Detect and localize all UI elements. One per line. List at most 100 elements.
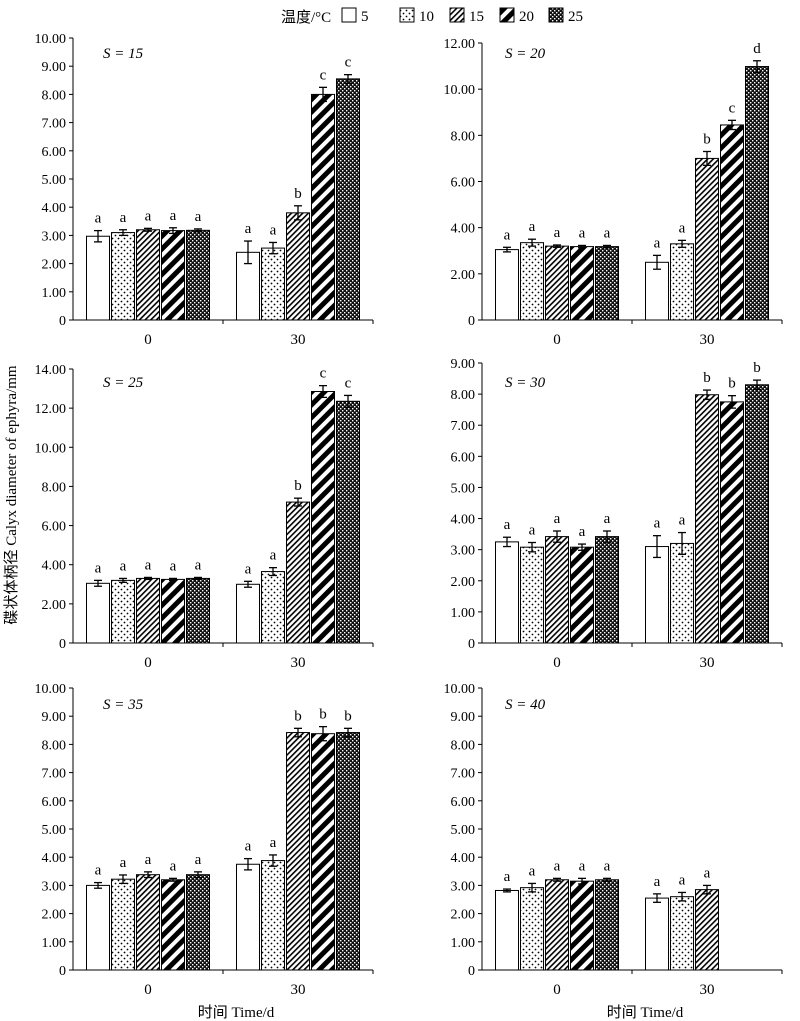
bar-15c-day-0 [136, 229, 160, 321]
legend-label-20: 20 [519, 9, 534, 25]
legend-item-15: 15 [449, 7, 484, 25]
bar-15c-day-30 [286, 501, 310, 644]
y-tick-label: 3.00 [42, 229, 67, 244]
significance-letter: b [294, 478, 302, 494]
bar-15c-day-30 [695, 889, 719, 971]
significance-letter: b [294, 186, 302, 202]
y-tick-label: 4.00 [42, 201, 67, 216]
bar-20c-day-30 [311, 733, 335, 971]
y-tick-label: 0 [59, 637, 66, 652]
x-tick-label: 0 [553, 332, 561, 348]
significance-letter: a [270, 222, 277, 238]
y-tick-label: 10.00 [444, 682, 476, 697]
bar-20c-day-0 [161, 879, 185, 971]
chart-panel-3: 0 2.00 4.00 6.00 8.00 10.00 12.00 14.00 S = 25 0 a… [35, 363, 374, 671]
significance-letter: b [294, 708, 302, 724]
significance-letter: a [554, 858, 561, 874]
legend-label-15: 15 [469, 9, 484, 25]
significance-letter: a [170, 558, 177, 574]
significance-letter: a [195, 852, 202, 868]
y-tick-label: 5.00 [451, 823, 476, 838]
chart-panel-5: 0 1.00 2.00 3.00 4.00 5.00 6.00 7.00 8.00 9.00 10.… [35, 682, 374, 998]
panel-label: S = 35 [103, 697, 144, 713]
bar-10c-day-0 [520, 887, 544, 971]
bar-15c-day-0 [545, 245, 569, 321]
y-tick-label: 6.00 [451, 176, 476, 191]
y-tick-label: 12.00 [444, 37, 476, 52]
x-tick-label: 30 [700, 655, 715, 671]
bar-20c-day-30 [311, 391, 335, 644]
bar-5c-day-0 [495, 541, 519, 644]
chart-panel-6: 0 1.00 2.00 3.00 4.00 5.00 6.00 7.00 8.00 9.00 10.… [444, 682, 783, 998]
significance-letter: a [529, 863, 536, 879]
bar-5c-day-0 [86, 235, 110, 321]
significance-letter: a [654, 516, 661, 532]
bar-25c-day-0 [186, 229, 210, 321]
y-tick-label: 2.00 [42, 908, 67, 923]
bar-15c-day-0 [136, 577, 160, 644]
bar-10c-day-0 [111, 579, 135, 644]
legend-swatch-25 [548, 7, 564, 23]
legend-label-10: 10 [419, 9, 434, 25]
bar-25c-day-30 [336, 78, 360, 321]
bar-10c-day-30 [670, 542, 694, 644]
y-tick-label: 6.00 [42, 795, 67, 810]
legend-swatch-20 [499, 7, 515, 23]
y-tick-label: 10.00 [35, 682, 67, 697]
significance-letter: a [504, 517, 511, 533]
y-tick-label: 10.00 [35, 441, 67, 456]
significance-letter: c [729, 100, 736, 116]
significance-letter: a [95, 863, 102, 879]
bar-20c-day-0 [570, 546, 594, 644]
significance-letter: a [170, 858, 177, 874]
significance-letter: c [345, 375, 352, 391]
significance-letter: a [170, 208, 177, 224]
bar-5c-day-0 [495, 249, 519, 321]
panel-label: S = 20 [505, 46, 546, 62]
y-tick-label: 0 [468, 964, 475, 979]
bar-5c-day-30 [236, 583, 260, 644]
y-tick-label: 7.00 [451, 419, 476, 434]
x-tick-label: 0 [144, 982, 152, 998]
x-tick-label: 30 [700, 332, 715, 348]
bar-15c-day-30 [286, 212, 310, 321]
y-tick-label: 9.00 [42, 710, 67, 725]
y-tick-label: 0 [59, 314, 66, 329]
y-tick-label: 3.00 [42, 879, 67, 894]
significance-letter: d [753, 41, 761, 57]
bar-5c-day-0 [495, 889, 519, 971]
bar-25c-day-30 [745, 66, 769, 321]
y-tick-label: 6.00 [42, 520, 67, 535]
panel-label: S = 15 [103, 46, 144, 62]
x-tick-label: 0 [553, 982, 561, 998]
bar-15c-day-0 [545, 536, 569, 644]
significance-letter: a [504, 869, 511, 885]
y-tick-label: 5.00 [42, 823, 67, 838]
significance-letter: a [654, 235, 661, 251]
significance-letter: c [320, 366, 327, 382]
y-tick-label: 3.00 [451, 879, 476, 894]
y-tick-label: 14.00 [35, 363, 67, 378]
y-tick-label: 8.00 [451, 129, 476, 144]
legend-swatch-5 [341, 7, 357, 23]
significance-letter: a [120, 558, 127, 574]
y-tick-label: 6.00 [451, 795, 476, 810]
significance-letter: a [579, 858, 586, 874]
bar-25c-day-0 [186, 874, 210, 971]
bar-25c-day-0 [595, 246, 619, 321]
y-tick-label: 5.00 [42, 173, 67, 188]
y-tick-label: 1.00 [42, 286, 67, 301]
significance-letter: b [728, 376, 736, 392]
significance-letter: b [703, 370, 711, 386]
y-tick-label: 10.00 [444, 83, 476, 98]
significance-letter: a [245, 839, 252, 855]
y-tick-label: 8.00 [451, 738, 476, 753]
bar-10c-day-0 [111, 878, 135, 971]
x-tick-label: 30 [291, 982, 306, 998]
significance-letter: a [604, 511, 611, 527]
bar-10c-day-30 [670, 896, 694, 971]
significance-letter: a [604, 858, 611, 874]
panel-label: S = 30 [505, 375, 546, 391]
y-tick-label: 3.00 [451, 544, 476, 559]
